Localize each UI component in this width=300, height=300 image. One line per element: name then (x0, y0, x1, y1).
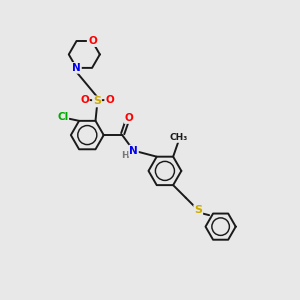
Text: O: O (88, 36, 96, 46)
Text: N: N (72, 63, 81, 73)
Text: N: N (129, 146, 138, 156)
Text: O: O (80, 95, 89, 105)
Text: CH₃: CH₃ (169, 133, 188, 142)
Text: H: H (121, 151, 128, 160)
Text: S: S (194, 205, 202, 215)
Text: Cl: Cl (57, 112, 68, 122)
Text: O: O (105, 95, 114, 105)
Text: O: O (88, 36, 97, 46)
Text: O: O (125, 113, 134, 123)
Text: S: S (93, 96, 101, 106)
